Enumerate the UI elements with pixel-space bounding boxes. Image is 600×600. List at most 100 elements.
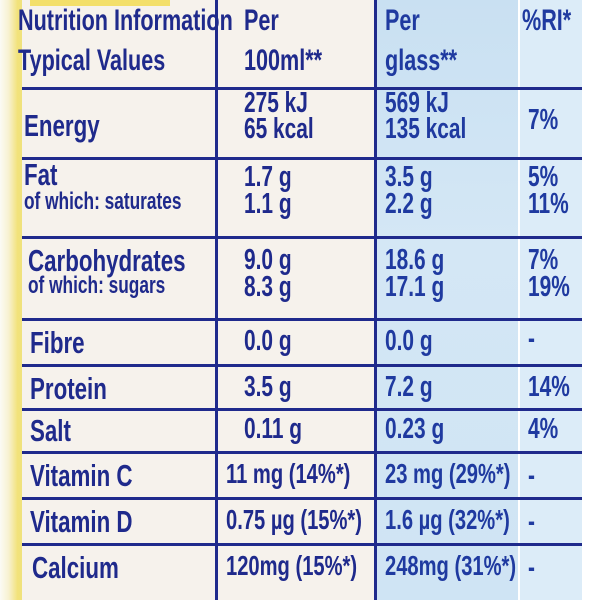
per-100ml-cell: 0.0 g bbox=[216, 317, 378, 365]
ri-value: - bbox=[527, 505, 535, 538]
table-row-protein: Protein 3.5 g 7.2 g 14% bbox=[22, 363, 582, 409]
nutrient-name: Energy bbox=[24, 107, 100, 143]
value: 569 kJ bbox=[385, 86, 449, 119]
ri-value-2: 19% bbox=[527, 271, 570, 304]
ri-value: 7% bbox=[527, 103, 558, 136]
ri-cell: - bbox=[518, 450, 582, 498]
table-row-energy: Energy 275 kJ 65 kcal 569 kJ 135 kcal 7% bbox=[22, 86, 582, 158]
value: 0.23 g bbox=[385, 412, 445, 445]
value-2: 1.1 g bbox=[243, 188, 292, 221]
nutrient-name: Fibre bbox=[30, 324, 85, 360]
value-2: 65 kcal bbox=[243, 112, 314, 145]
ri-cell: - bbox=[518, 496, 582, 544]
value: 3.5 g bbox=[243, 370, 292, 403]
ri-cell: 4% bbox=[518, 407, 582, 452]
header-100ml-label: 100ml** bbox=[243, 44, 322, 77]
value: 18.6 g bbox=[385, 243, 445, 276]
per-glass-cell: 18.6 g 17.1 g bbox=[375, 235, 520, 319]
table-row-carbohydrates: Carbohydrates of which: sugars 9.0 g 8.3… bbox=[22, 235, 582, 319]
nutrient-sublabel: of which: sugars bbox=[28, 272, 166, 300]
nutrient-label: Calcium bbox=[22, 542, 218, 600]
value: 248mg (31%*) bbox=[385, 549, 517, 581]
ri-cell: - bbox=[518, 317, 582, 365]
nutrient-label: Protein bbox=[22, 363, 218, 409]
table-header-row: Nutrition Information Typical Values Per… bbox=[18, 0, 582, 88]
nutrition-table: Nutrition Information Typical Values Per… bbox=[18, 0, 582, 600]
nutrient-name: Fat bbox=[24, 156, 58, 192]
value: 0.0 g bbox=[243, 324, 292, 357]
value-2: 135 kcal bbox=[385, 112, 467, 145]
value: 9.0 g bbox=[243, 243, 292, 276]
nutrient-label: Fibre bbox=[22, 317, 218, 365]
per-glass-cell: 1.6 µg (32%*) bbox=[375, 496, 520, 544]
header-percent-ri: %RI* bbox=[519, 0, 582, 88]
value-2: 17.1 g bbox=[385, 271, 445, 304]
ri-value: - bbox=[527, 551, 535, 584]
per-glass-cell: 0.0 g bbox=[375, 317, 520, 365]
ri-value: 5% bbox=[527, 160, 558, 193]
ri-value: 4% bbox=[527, 412, 558, 445]
ri-cell: - bbox=[518, 542, 582, 600]
nutrient-name: Calcium bbox=[32, 549, 119, 585]
ri-value: - bbox=[527, 322, 535, 355]
right-margin bbox=[582, 0, 600, 600]
value: 1.7 g bbox=[243, 160, 292, 193]
nutrient-label: Fat of which: saturates bbox=[22, 156, 218, 237]
value: 7.2 g bbox=[385, 370, 433, 403]
per-glass-cell: 0.23 g bbox=[375, 407, 520, 452]
header-typical-values: Nutrition Information Typical Values bbox=[18, 0, 233, 88]
header-title: Nutrition Information bbox=[18, 4, 233, 37]
value-2: 2.2 g bbox=[385, 188, 433, 221]
ri-value: 14% bbox=[527, 370, 570, 403]
value-2: 8.3 g bbox=[243, 271, 292, 304]
per-100ml-cell: 11 mg (14%*) bbox=[216, 450, 378, 498]
ri-cell: 7% bbox=[518, 86, 582, 158]
per-100ml-cell: 120mg (15%*) bbox=[216, 542, 378, 600]
value: 0.11 g bbox=[243, 412, 302, 445]
value: 3.5 g bbox=[385, 160, 433, 193]
value: 23 mg (29%*) bbox=[385, 457, 511, 489]
per-100ml-cell: 275 kJ 65 kcal bbox=[216, 86, 378, 158]
nutrient-name: Protein bbox=[30, 370, 107, 406]
nutrient-name: Vitamin C bbox=[30, 457, 133, 493]
value: 1.6 µg (32%*) bbox=[385, 503, 510, 535]
per-100ml-cell: 9.0 g 8.3 g bbox=[216, 235, 378, 319]
table-row-fat: Fat of which: saturates 1.7 g 1.1 g 3.5 … bbox=[22, 156, 582, 237]
per-100ml-cell: 1.7 g 1.1 g bbox=[216, 156, 378, 237]
ri-value: 7% bbox=[527, 243, 558, 276]
nutrient-name: Carbohydrates bbox=[28, 242, 186, 278]
nutrient-label: Vitamin C bbox=[22, 450, 218, 498]
header-per-label-2: Per bbox=[385, 4, 420, 37]
nutrient-name: Salt bbox=[30, 412, 71, 448]
nutrient-sublabel: of which: saturates bbox=[24, 187, 182, 215]
header-per-label: Per bbox=[243, 4, 279, 37]
per-glass-cell: 3.5 g 2.2 g bbox=[375, 156, 520, 237]
per-glass-cell: 23 mg (29%*) bbox=[375, 450, 520, 498]
table-row-fibre: Fibre 0.0 g 0.0 g - bbox=[22, 317, 582, 365]
value: 120mg (15%*) bbox=[225, 549, 357, 581]
ri-cell: 5% 11% bbox=[518, 156, 582, 237]
ri-cell: 7% 19% bbox=[518, 235, 582, 319]
nutrient-label: Energy bbox=[22, 86, 218, 158]
per-100ml-cell: 0.11 g bbox=[216, 407, 378, 452]
per-100ml-cell: 0.75 µg (15%*) bbox=[216, 496, 378, 544]
per-glass-cell: 569 kJ 135 kcal bbox=[375, 86, 520, 158]
value: 11 mg (14%*) bbox=[225, 457, 351, 489]
per-glass-cell: 7.2 g bbox=[375, 363, 520, 409]
nutrient-label: Salt bbox=[22, 407, 218, 452]
package-edge bbox=[0, 0, 22, 600]
table-row-salt: Salt 0.11 g 0.23 g 4% bbox=[22, 407, 582, 452]
ri-value: - bbox=[527, 459, 535, 492]
per-100ml-cell: 3.5 g bbox=[216, 363, 378, 409]
ri-value-2: 11% bbox=[527, 188, 569, 221]
table-row-vitamin-d: Vitamin D 0.75 µg (15%*) 1.6 µg (32%*) - bbox=[22, 496, 582, 544]
value: 0.0 g bbox=[385, 324, 433, 357]
header-ri-label: %RI* bbox=[521, 4, 571, 37]
header-per-glass: Per glass** bbox=[375, 0, 520, 88]
nutrient-label: Vitamin D bbox=[22, 496, 218, 544]
ri-cell: 14% bbox=[518, 363, 582, 409]
nutrient-name: Vitamin D bbox=[30, 503, 133, 539]
table-row-vitamin-c: Vitamin C 11 mg (14%*) 23 mg (29%*) - bbox=[22, 450, 582, 498]
nutrient-label: Carbohydrates of which: sugars bbox=[22, 235, 218, 319]
value: 275 kJ bbox=[243, 86, 308, 119]
